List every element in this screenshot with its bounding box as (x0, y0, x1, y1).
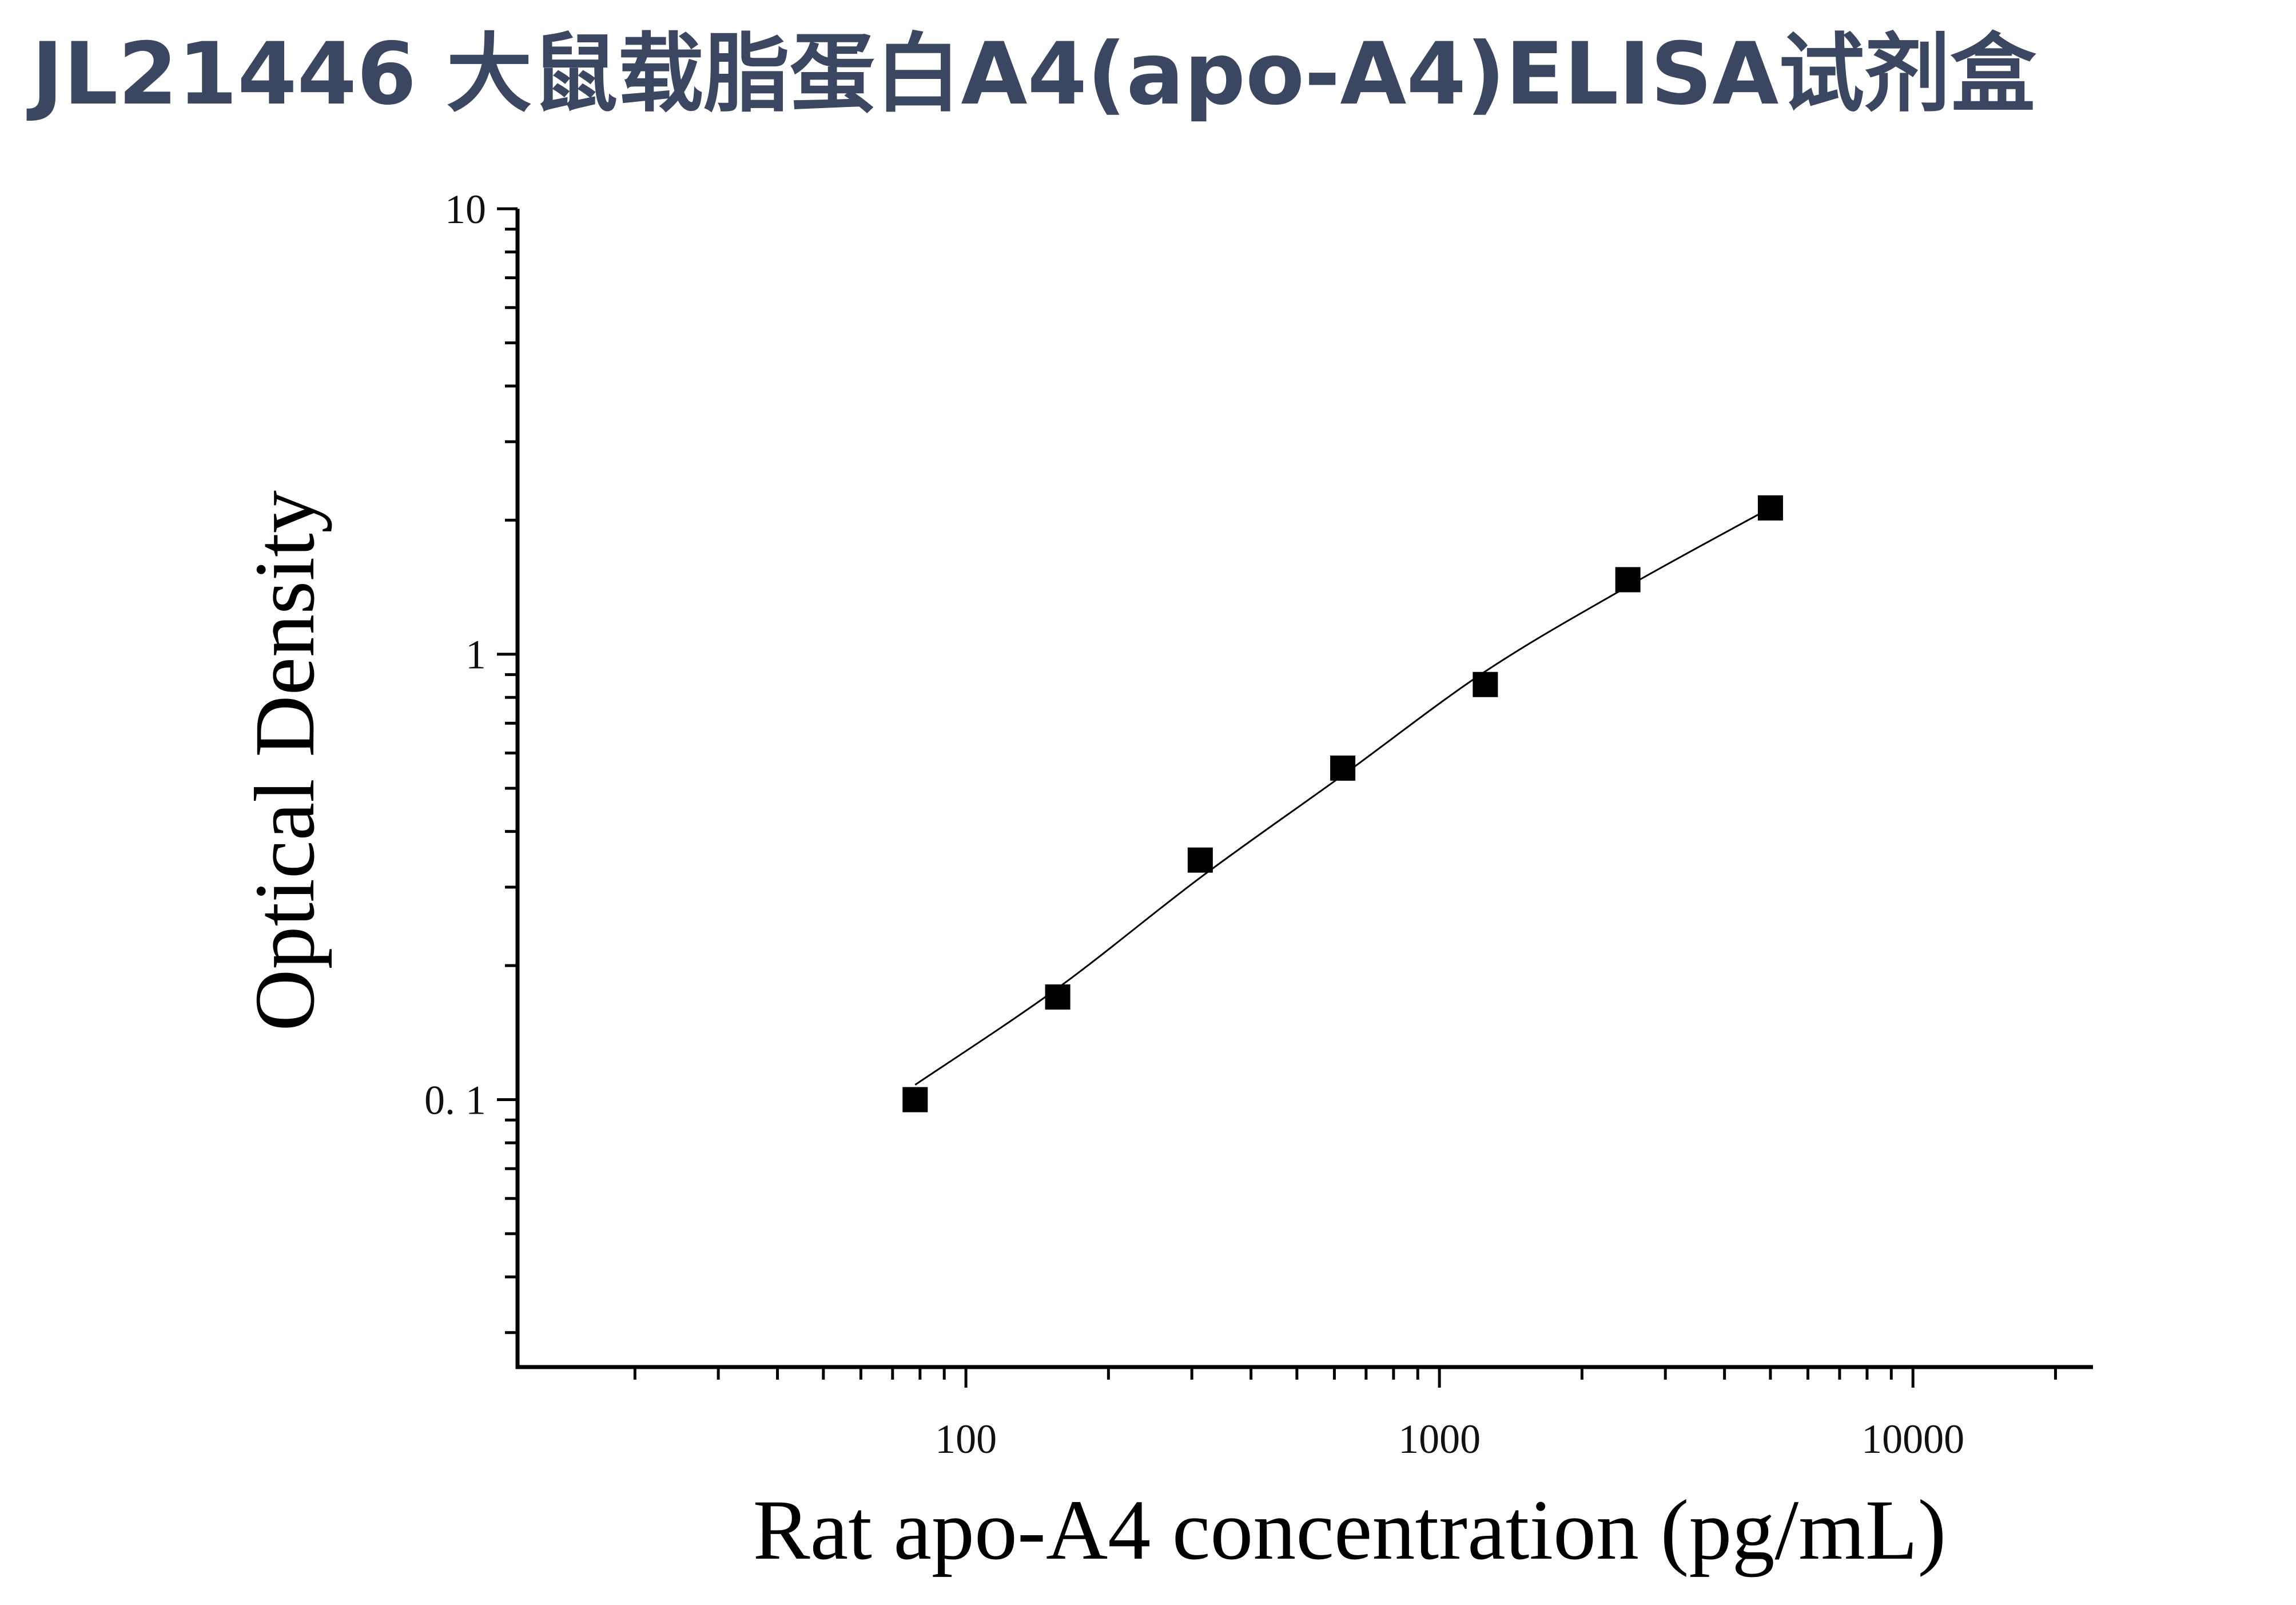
chart-title: JL21446 大鼠载脂蛋白A4(apo-A4)ELISA试剂盒 (31, 25, 2036, 124)
x-tick-label: 100 (935, 1416, 997, 1462)
x-axis-title: Rat apo-A4 concentration (pg/mL) (753, 1483, 1947, 1578)
data-point (1187, 847, 1213, 873)
y-tick-label: 0. 1 (424, 1077, 486, 1123)
data-point (1330, 755, 1356, 781)
fit-curve-group (914, 507, 1771, 1086)
data-point (1473, 672, 1498, 697)
fit-curve (914, 507, 1771, 1086)
data-point (1045, 984, 1071, 1010)
data-point (1615, 567, 1641, 593)
x-tick-label: 10000 (1861, 1416, 1964, 1462)
data-points (902, 495, 1783, 1113)
x-tick-label: 1000 (1398, 1416, 1481, 1462)
y-axis-title: Optical Density (237, 490, 332, 1031)
y-tick-label: 10 (445, 186, 486, 232)
axes (515, 209, 2093, 1369)
y-tick-label: 1 (465, 632, 486, 678)
data-point (1757, 495, 1783, 521)
data-point (902, 1087, 928, 1113)
ticks: 100 1000 10000 0. 1 1 10 (424, 186, 2057, 1462)
